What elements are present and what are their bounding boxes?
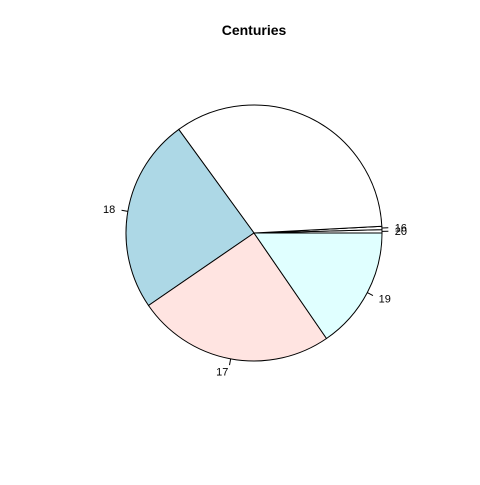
slice-label-19: 19 — [379, 294, 391, 306]
slice-label-16: 16 — [395, 222, 407, 234]
slice-label-tick-19 — [367, 293, 373, 296]
slice-label-tick-18 — [122, 210, 128, 211]
pie-slices — [126, 105, 382, 361]
chart-title: Centuries — [222, 22, 287, 38]
slice-label-17: 17 — [216, 366, 228, 378]
slice-label-tick-17 — [230, 359, 231, 365]
slice-label-18: 18 — [103, 204, 115, 216]
